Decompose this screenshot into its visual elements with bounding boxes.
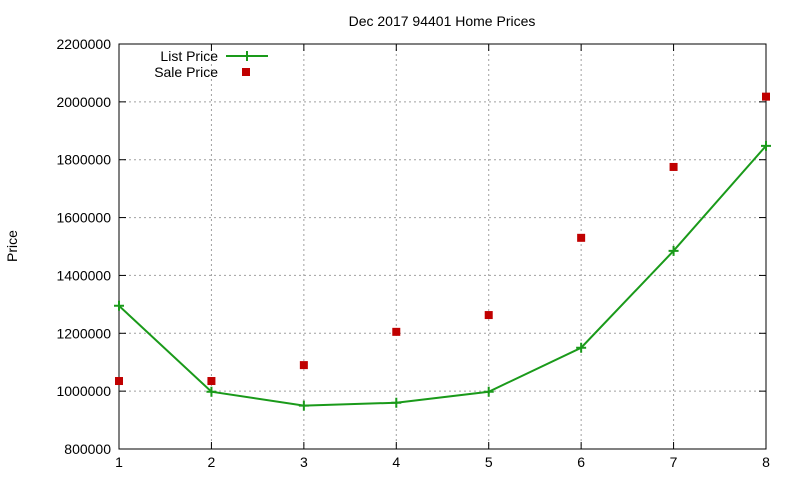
data-point-cross [483, 386, 494, 397]
x-tick-label: 8 [762, 454, 770, 470]
y-tick-label: 1600000 [56, 210, 111, 226]
data-series [114, 92, 771, 411]
data-point-square [762, 92, 770, 101]
legend-entry: List Price [160, 48, 268, 64]
x-tick-label: 5 [485, 454, 493, 470]
series-line [118, 145, 767, 407]
data-point-cross [668, 245, 679, 256]
x-tick-label: 1 [115, 454, 123, 470]
legend-entry: Sale Price [154, 64, 250, 80]
grid-lines [119, 44, 766, 449]
x-tick-label: 7 [670, 454, 678, 470]
data-point-cross [391, 397, 402, 408]
x-tick-label: 2 [208, 454, 216, 470]
y-tick-label: 800000 [64, 441, 111, 457]
axis-ticks: 800000 1000000 1200000 1400000 1600000 180000… [56, 36, 770, 470]
legend-swatch-square [242, 68, 250, 76]
chart-title: Dec 2017 94401 Home Prices [349, 13, 536, 29]
x-tick-label: 3 [300, 454, 308, 470]
y-tick-label: 1400000 [56, 267, 111, 283]
data-point-square [115, 377, 123, 386]
data-point-cross [298, 400, 309, 411]
y-tick-label: 2200000 [56, 36, 111, 52]
legend-label: Sale Price [154, 64, 218, 80]
legend-swatch-cross [242, 51, 252, 61]
x-tick-label: 4 [392, 454, 400, 470]
data-point-square [577, 233, 586, 242]
series-sale-price [115, 92, 770, 386]
y-tick-label: 1000000 [56, 383, 111, 399]
y-tick-label: 2000000 [56, 94, 111, 110]
y-tick-label: 1800000 [56, 152, 111, 168]
plot-frame [118, 43, 767, 450]
data-point-square [484, 311, 493, 320]
y-tick-label: 1200000 [56, 325, 111, 341]
legend-label: List Price [160, 48, 218, 64]
data-point-cross [206, 386, 217, 397]
x-tick-label: 6 [577, 454, 585, 470]
data-point-cross [576, 342, 587, 353]
data-point-square [392, 327, 401, 336]
series-list-price [114, 140, 771, 411]
data-point-cross [114, 300, 124, 311]
data-point-cross [761, 140, 771, 151]
data-point-square [669, 162, 678, 171]
data-point-square [299, 361, 308, 370]
data-point-square [207, 377, 216, 386]
y-axis-label: Price [4, 230, 20, 262]
